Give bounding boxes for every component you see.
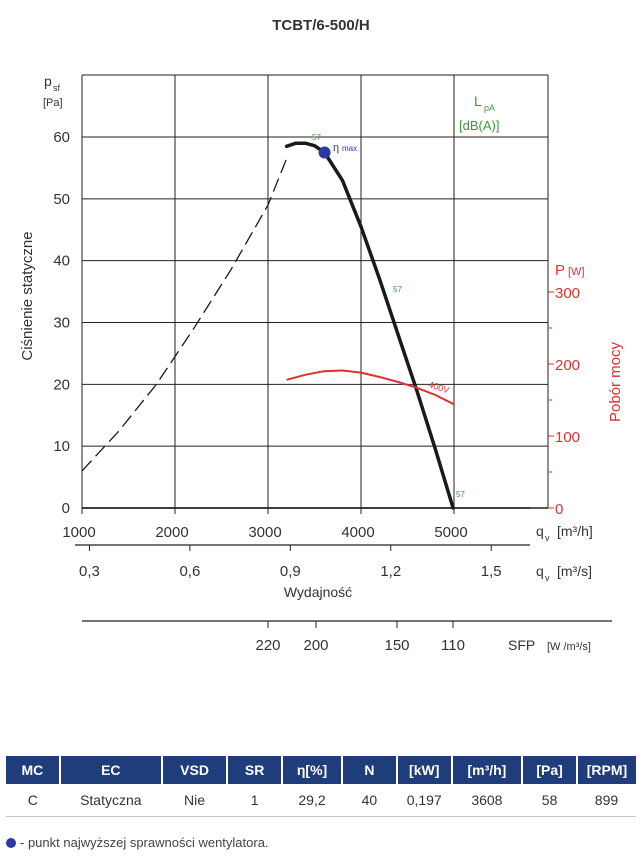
- eta-point-legend-icon: [6, 838, 16, 848]
- sfp-tick-label: 200: [303, 637, 328, 654]
- y-symbol-sub: sf: [53, 83, 61, 93]
- cell-rpm: 899: [576, 784, 636, 817]
- power-curve: [286, 369, 455, 406]
- x-tick-label: 2000: [155, 524, 188, 541]
- x-tick-label: 3000: [248, 524, 281, 541]
- x-tick-label: 1000: [62, 524, 95, 541]
- x2-axis-ticks: 0,3 0,6 0,9 1,2 1,5: [75, 544, 530, 580]
- cell-ec: Statyczna: [59, 784, 162, 817]
- header-kw: [kW]: [396, 756, 453, 784]
- y-tick-label: 50: [53, 191, 70, 208]
- x-tick-label: 5000: [434, 524, 467, 541]
- cell-sr: 1: [227, 784, 282, 817]
- y-tick-label: 10: [53, 438, 70, 455]
- cell-n: 40: [342, 784, 397, 817]
- lpa-sub: pA: [484, 103, 495, 113]
- y2-axis-label: Pobór mocy: [607, 341, 624, 422]
- sfp-axis-ticks: 220 200 150 110: [82, 620, 612, 654]
- x-symbol: q: [536, 523, 544, 539]
- pressure-curve: [284, 141, 455, 510]
- x2-tick-label: 0,9: [280, 563, 301, 580]
- sfp-unit: [W /m³/s]: [547, 641, 591, 653]
- sound-label-peak: 57: [312, 133, 321, 142]
- x-tick-label: 4000: [341, 524, 374, 541]
- x-symbol-sub: v: [545, 533, 550, 543]
- y-tick-label: 30: [53, 315, 70, 332]
- x-axis-ticks: 1000 2000 3000 4000 5000: [62, 507, 530, 541]
- x2-tick-label: 1,2: [380, 563, 401, 580]
- y-tick-label: 60: [53, 129, 70, 146]
- parameters-table: MC EC VSD SR η[%] N [kW] [m³/h] [Pa] [RP…: [6, 756, 636, 817]
- x2-unit: [m³/s]: [557, 563, 592, 579]
- sound-label-end: 57: [456, 490, 465, 499]
- cell-kw: 0,197: [396, 784, 452, 817]
- chart-curves: [81, 141, 455, 510]
- header-n: N: [342, 756, 398, 784]
- table-header-row: MC EC VSD SR η[%] N [kW] [m³/h] [Pa] [RP…: [6, 756, 636, 784]
- sfp-tick-label: 110: [441, 637, 465, 654]
- y2-axis-ticks: 0 100 200 300: [548, 285, 580, 518]
- header-flow: [m³/h]: [451, 756, 524, 784]
- header-vsd: VSD: [161, 756, 229, 784]
- y-axis-ticks: 0 10 20 30 40 50 60: [53, 129, 70, 517]
- sound-label-mid: 57: [393, 285, 402, 294]
- eta-sub: max: [342, 144, 357, 153]
- y-tick-label: 40: [53, 253, 70, 270]
- y2-tick-label: 200: [555, 357, 580, 374]
- sfp-tick-label: 220: [255, 637, 280, 654]
- header-eta: η[%]: [282, 756, 344, 784]
- cell-eta: 29,2: [282, 784, 343, 817]
- y-tick-label: 0: [62, 500, 70, 517]
- sfp-label: SFP: [508, 637, 535, 653]
- cell-vsd: Nie: [161, 784, 228, 817]
- table-row: C Statyczna Nie 1 29,2 40 0,197 3608 58 …: [6, 784, 636, 817]
- eta-label: η: [333, 142, 339, 154]
- footnote-text: - punkt najwyższej sprawności wentylator…: [20, 835, 269, 850]
- y2-tick-label: 100: [555, 429, 580, 446]
- cell-pa: 58: [522, 784, 577, 817]
- x-axis-label: Wydajność: [284, 584, 352, 600]
- pressure-curve-dashed: [81, 158, 288, 472]
- x2-tick-label: 1,5: [481, 563, 502, 580]
- header-rpm: [RPM]: [576, 756, 636, 784]
- y2-tick-label: 0: [555, 501, 563, 518]
- y-symbol: p: [44, 73, 52, 89]
- lpa-unit: [dB(A)]: [459, 118, 499, 133]
- x2-tick-label: 0,6: [179, 563, 200, 580]
- x-unit: [m³/h]: [557, 523, 593, 539]
- header-pa: [Pa]: [522, 756, 578, 784]
- y-tick-label: 20: [53, 376, 70, 393]
- sfp-tick-label: 150: [384, 637, 409, 654]
- footnote: - punkt najwyższej sprawności wentylator…: [6, 835, 269, 850]
- cell-mc: C: [6, 784, 60, 817]
- y-axis-label: Ciśnienie statyczne: [19, 231, 36, 360]
- y2-tick-label: 300: [555, 285, 580, 302]
- x2-symbol-sub: v: [545, 573, 550, 583]
- x2-tick-label: 0,3: [79, 563, 100, 580]
- y2-unit: [W]: [568, 266, 585, 278]
- header-mc: MC: [6, 756, 61, 784]
- y2-symbol: P: [555, 262, 565, 279]
- x2-symbol: q: [536, 563, 544, 579]
- header-ec: EC: [59, 756, 163, 784]
- lpa-symbol: L: [474, 93, 482, 109]
- y-unit: [Pa]: [43, 97, 63, 109]
- header-sr: SR: [227, 756, 283, 784]
- cell-flow: 3608: [451, 784, 523, 817]
- eta-max-point: [318, 146, 331, 159]
- chart-title: TCBT/6-500/H: [272, 17, 370, 34]
